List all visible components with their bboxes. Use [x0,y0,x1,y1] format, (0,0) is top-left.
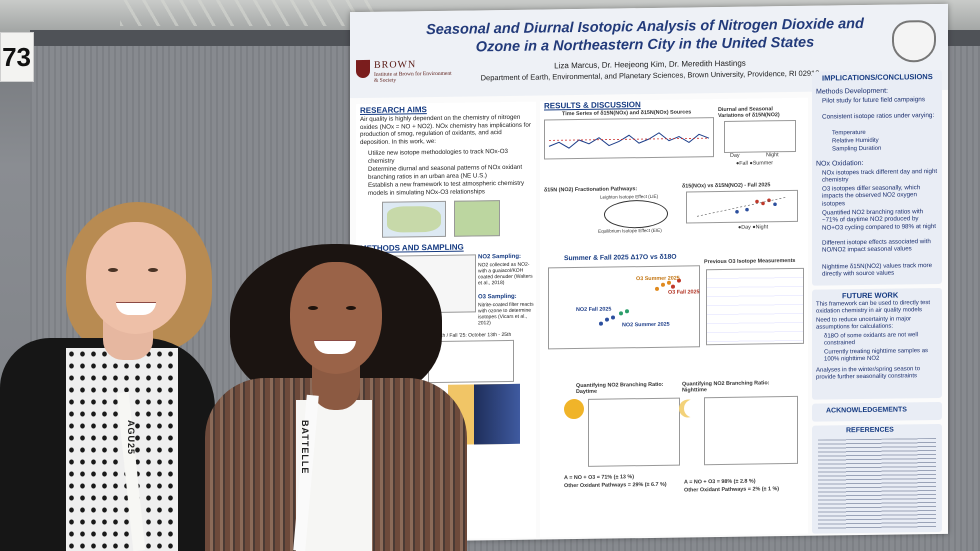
timeseries-line [548,132,710,149]
night-other: Other Oxidant Pathways = 2% (± 1 %) [684,486,780,494]
methods-dev-heading: Methods Development: [816,87,888,96]
person-left-face [86,222,186,334]
summer-fall-title: Summer & Fall 2025 Δ17O vs δ18O [564,253,677,263]
research-aims-bullet: Utilize new isotope methodologies to tra… [368,147,508,165]
sun-icon [564,398,584,420]
prev-o3-table [706,267,804,346]
ack-panel: ACKNOWLEDGEMENTS [812,401,942,422]
eye [108,268,118,272]
nox-bullet: Quantified NO2 branching ratios with ~71… [822,208,937,232]
providence-map-figure [454,200,500,237]
lanyard-text: AGU25 [126,420,136,456]
ceiling-truss [120,0,380,26]
prev-o3-title: Previous O3 Isotope Measurements [704,257,796,266]
no2-summer-label: NO2 Summer 2025 [622,321,670,329]
future-item: Analyses in the winter/spring season to … [816,366,921,381]
consistent-ratios: Consistent isotope ratios under varying: [822,112,935,121]
middle-column: RESULTS & DISCUSSION Time Series of δ15N… [540,97,808,538]
future-item: δ18O of some oxidants are not well const… [824,332,919,347]
nox-oxidation-heading: NOx Oxidation: [816,160,864,168]
eye [308,306,318,310]
night-chemistry-diagram [474,383,520,445]
future-item: Need to reduce uncertainty in major assu… [816,316,912,331]
research-aims-bullet: Establish a new framework to test atmosp… [368,179,525,197]
day-ratio: A = NO + O3 = 71% (± 13 %) [564,474,635,482]
person-right-face [290,262,382,374]
us-map-shape [387,205,441,233]
diurnal-night-label: Night [766,152,779,159]
timeseries-title: Time Series of δ15N(NOx) and δ15N(NOx) S… [562,109,692,118]
pathways-cycle-diagram [604,199,668,229]
research-aims-bullet: Determine diurnal and seasonal patterns … [368,163,523,181]
brown-shield-icon [356,59,370,79]
eye [346,306,356,310]
o3-fall-label: O3 Fall 2025 [668,289,700,296]
future-item: Currently treating nighttime samples as … [824,348,929,363]
vs-legend: ●Day ●Night [738,224,769,231]
timeseries-plot [544,117,714,160]
vs-title: δ15(NOx) vs δ15N(NO2) - Fall 2025 [682,182,771,190]
lie-label: Leighton Isotope Effect (LIE) [600,193,659,200]
smile [116,302,156,315]
eie-label: Equilibrium Isotope Effect (EIE) [598,227,662,234]
no2-fall-label: NO2 Fall 2025 [576,306,612,314]
future-work-heading: FUTURE WORK [842,290,899,301]
varying-item: Sampling Duration [832,145,882,153]
research-poster: BROWN Institute at Brown for Environment… [350,3,948,543]
pilot-study: Pilot study for future field campaigns [822,96,926,105]
booth-number: 73 [0,32,34,82]
results-heading: RESULTS & DISCUSSION [544,100,641,111]
person-left-shirt [66,348,178,551]
day-other: Other Oxidant Pathways = 29% (± 6.7 %) [564,481,667,490]
research-aims-heading: RESEARCH AIMS [360,105,427,116]
us-map-figure [382,200,446,238]
o3-sampling-text: Nitrite-coated filter reacts with ozone … [478,301,534,327]
o3-sampling-title: O3 Sampling: [478,293,517,301]
diurnal-day-label: Day [730,152,740,159]
future-item: This framework can be used to directly t… [816,300,931,315]
research-aims-intro: Air quality is highly dependent on the c… [360,113,531,146]
references-list [818,437,936,530]
branch-night-plot [704,395,798,466]
o3-summer-label: O3 Summer 2025 [636,275,680,283]
no2-sampling-text: NO2 collected as NO2- with a guaiacol/KO… [478,261,533,287]
eye [148,268,158,272]
nox-bullet: Nighttime δ15N(NO2) values track more di… [822,262,933,278]
lanyard-text: BATTELLE [300,420,310,475]
implications-panel: IMPLICATIONS/CONCLUSIONS Methods Develop… [812,69,942,286]
implications-heading: IMPLICATIONS/CONCLUSIONS [822,72,933,83]
nox-bullet: NOx isotopes track different day and nig… [822,167,938,184]
moon-icon [684,399,702,417]
ack-heading: ACKNOWLEDGEMENTS [826,406,907,415]
branch-day-title: Quantifying NO2 Branching Ratio: Daytime [576,381,664,396]
vs-scatter [696,196,788,217]
diurnal-title: Diurnal and Seasonal Variations of δ15N(… [718,106,780,120]
vs-plot [686,189,798,224]
diurnal-season-legend: ●Fall ●Summer [736,160,774,167]
poster-title: Seasonal and Diurnal Isotopic Analysis o… [426,15,864,56]
pathways-title: δ15N (NO2) Fractionation Pathways: [544,186,638,194]
references-heading: REFERENCES [846,426,894,435]
night-ratio: A = NO + O3 = 98% (± 2.8 %) [684,478,756,486]
nox-bullet: O3 isotopes differ seasonally, which imp… [822,184,921,208]
nox-bullet: Different isotope effects associated wit… [822,238,931,254]
future-work-panel: FUTURE WORK This framework can be used t… [812,287,942,400]
summer-fall-plot [548,265,700,350]
smile [314,340,356,354]
branch-day-plot [588,397,680,467]
branch-night-title: Quantifying NO2 Branching Ratio: Nightti… [682,380,770,394]
diurnal-plot [724,119,796,153]
references-panel: REFERENCES [812,423,942,534]
summer-fall-scatter [599,278,681,326]
no2-sampling-title: NO2 Sampling: [478,253,522,261]
